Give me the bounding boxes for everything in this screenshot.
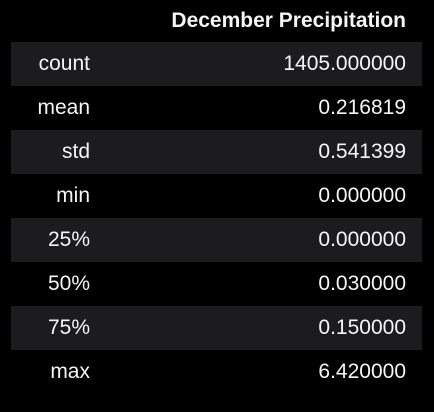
table-header: December Precipitation: [11, 0, 422, 42]
row-value: 0.000000: [318, 228, 406, 251]
table-body: count 1405.000000 mean 0.216819 std 0.54…: [11, 42, 422, 394]
row-label: mean: [37, 96, 90, 119]
row-label: 75%: [47, 316, 90, 339]
row-label: max: [50, 360, 90, 383]
column-header: December Precipitation: [171, 9, 406, 32]
row-label: count: [38, 52, 90, 75]
index-header: [11, 0, 118, 42]
row-label: 50%: [47, 272, 90, 295]
table-row: 50% 0.030000: [11, 262, 422, 306]
table-row: mean 0.216819: [11, 86, 422, 130]
row-label: 25%: [47, 228, 90, 251]
row-label: min: [56, 184, 90, 207]
table-row: 75% 0.150000: [11, 306, 422, 350]
row-value: 1405.000000: [283, 52, 406, 75]
header-row: December Precipitation: [11, 0, 422, 42]
row-value: 6.420000: [318, 360, 406, 383]
table-row: 25% 0.000000: [11, 218, 422, 262]
row-value: 0.541399: [318, 140, 406, 163]
table-row: max 6.420000: [11, 350, 422, 394]
describe-table: December Precipitation count 1405.000000…: [11, 0, 422, 394]
table-row: min 0.000000: [11, 174, 422, 218]
table-row: std 0.541399: [11, 130, 422, 174]
row-value: 0.030000: [318, 272, 406, 295]
row-value: 0.000000: [318, 184, 406, 207]
table-row: count 1405.000000: [11, 42, 422, 86]
row-label: std: [61, 140, 90, 163]
row-value: 0.150000: [318, 316, 406, 339]
row-value: 0.216819: [318, 96, 406, 119]
